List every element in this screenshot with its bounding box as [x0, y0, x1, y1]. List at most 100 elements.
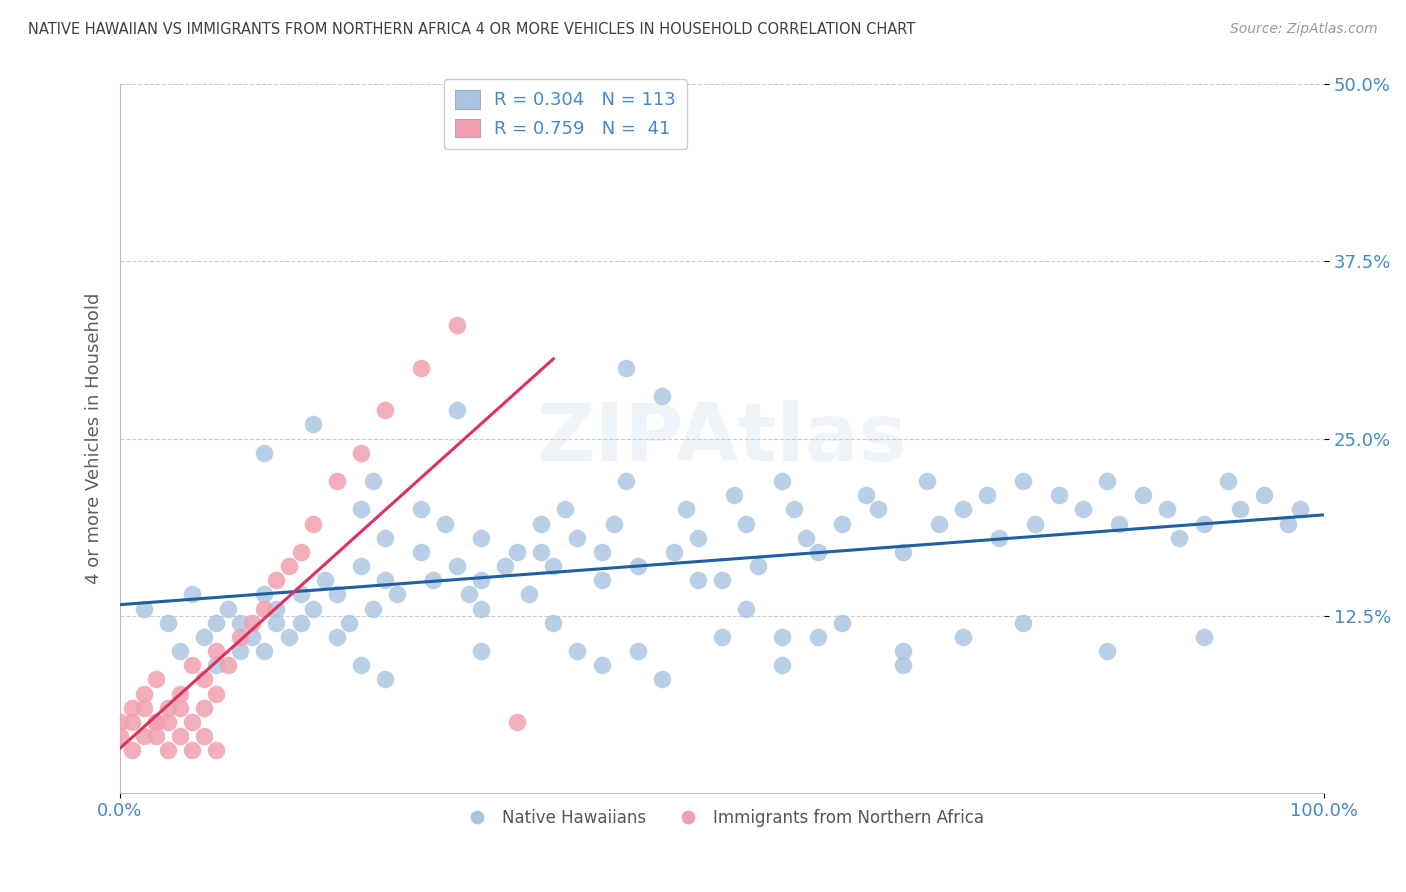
Point — [976, 488, 998, 502]
Point — [855, 488, 877, 502]
Text: ZIPAtlas: ZIPAtlas — [537, 400, 907, 477]
Point — [1095, 474, 1118, 488]
Point — [807, 630, 830, 644]
Point — [157, 743, 180, 757]
Point — [614, 360, 637, 375]
Point — [266, 601, 288, 615]
Point — [145, 714, 167, 729]
Point — [567, 644, 589, 658]
Point — [145, 729, 167, 743]
Point — [591, 658, 613, 673]
Point — [928, 516, 950, 531]
Point — [506, 545, 529, 559]
Point — [132, 700, 155, 714]
Point — [602, 516, 624, 531]
Point — [145, 673, 167, 687]
Point — [253, 587, 276, 601]
Point — [132, 729, 155, 743]
Point — [409, 360, 432, 375]
Point — [1071, 502, 1094, 516]
Point — [121, 714, 143, 729]
Point — [374, 403, 396, 417]
Point — [253, 446, 276, 460]
Point — [686, 573, 709, 587]
Point — [530, 516, 553, 531]
Point — [1012, 615, 1035, 630]
Point — [169, 644, 191, 658]
Point — [350, 658, 373, 673]
Point — [952, 502, 974, 516]
Point — [446, 559, 468, 574]
Point — [350, 502, 373, 516]
Point — [470, 531, 492, 545]
Point — [891, 644, 914, 658]
Point — [350, 446, 373, 460]
Point — [350, 559, 373, 574]
Point — [1108, 516, 1130, 531]
Point — [301, 516, 323, 531]
Point — [1012, 474, 1035, 488]
Point — [627, 644, 650, 658]
Point — [301, 601, 323, 615]
Point — [591, 573, 613, 587]
Point — [868, 502, 890, 516]
Point — [662, 545, 685, 559]
Point — [205, 615, 228, 630]
Point — [1192, 516, 1215, 531]
Point — [1132, 488, 1154, 502]
Point — [1095, 644, 1118, 658]
Point — [253, 644, 276, 658]
Point — [242, 615, 264, 630]
Point — [121, 700, 143, 714]
Point — [290, 615, 312, 630]
Point — [145, 714, 167, 729]
Point — [591, 545, 613, 559]
Point — [181, 587, 204, 601]
Point — [891, 545, 914, 559]
Point — [361, 474, 384, 488]
Point — [770, 658, 793, 673]
Point — [723, 488, 745, 502]
Point — [952, 630, 974, 644]
Text: Source: ZipAtlas.com: Source: ZipAtlas.com — [1230, 22, 1378, 37]
Point — [710, 630, 733, 644]
Point — [1216, 474, 1239, 488]
Point — [470, 601, 492, 615]
Point — [374, 673, 396, 687]
Point — [205, 743, 228, 757]
Point — [409, 545, 432, 559]
Point — [783, 502, 806, 516]
Point — [242, 630, 264, 644]
Point — [831, 516, 853, 531]
Y-axis label: 4 or more Vehicles in Household: 4 or more Vehicles in Household — [86, 293, 103, 584]
Point — [470, 644, 492, 658]
Point — [169, 686, 191, 700]
Point — [686, 531, 709, 545]
Point — [132, 601, 155, 615]
Point — [1156, 502, 1178, 516]
Point — [229, 630, 252, 644]
Point — [891, 658, 914, 673]
Point — [1192, 630, 1215, 644]
Point — [627, 559, 650, 574]
Legend: Native Hawaiians, Immigrants from Northern Africa: Native Hawaiians, Immigrants from Northe… — [454, 803, 990, 834]
Point — [229, 644, 252, 658]
Point — [266, 615, 288, 630]
Point — [434, 516, 457, 531]
Point — [290, 587, 312, 601]
Point — [1047, 488, 1070, 502]
Point — [1277, 516, 1299, 531]
Point — [458, 587, 481, 601]
Point — [651, 673, 673, 687]
Point — [651, 389, 673, 403]
Point — [735, 516, 758, 531]
Point — [1229, 502, 1251, 516]
Point — [385, 587, 408, 601]
Point — [121, 743, 143, 757]
Point — [325, 630, 347, 644]
Point — [193, 673, 215, 687]
Point — [770, 474, 793, 488]
Point — [675, 502, 697, 516]
Point — [530, 545, 553, 559]
Point — [169, 729, 191, 743]
